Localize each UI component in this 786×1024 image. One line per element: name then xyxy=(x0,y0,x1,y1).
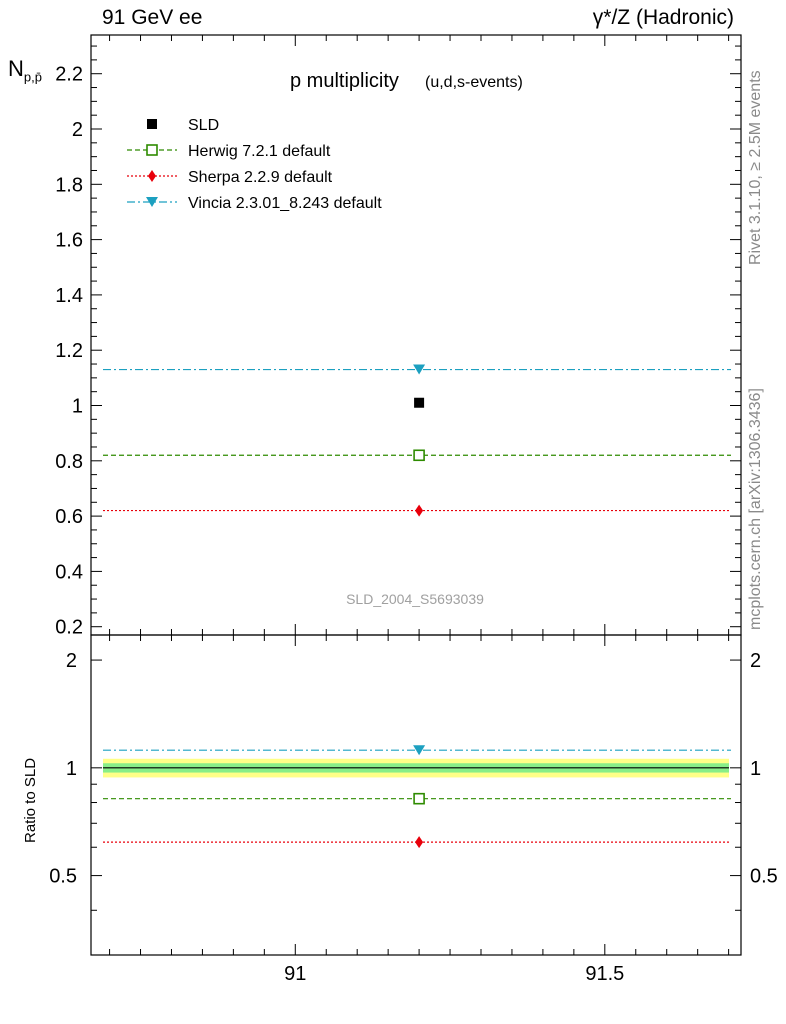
legend-label: Vincia 2.3.01_8.243 default xyxy=(188,195,382,212)
data-point xyxy=(413,449,425,462)
ratio-y-tick-label-left: 2 xyxy=(66,650,77,672)
y-tick-label: 2.2 xyxy=(55,64,83,86)
legend-marker xyxy=(148,170,156,182)
y-tick-label: 1.4 xyxy=(55,285,83,307)
ratio-plot-panel: 0.5 0.5 1 1 2 2 91 91.5 xyxy=(49,634,778,985)
y-axis-label-sub: p,p̄ xyxy=(23,69,42,85)
legend: SLD Herwig 7.2.1 default Sherpa 2.2.9 defa… xyxy=(127,117,382,212)
ratio-y-tick-label-right: 0.5 xyxy=(750,866,778,888)
ratio-y-tick-label-left: 0.5 xyxy=(49,866,77,888)
y-axis-label: Np,p̄ xyxy=(8,56,42,84)
data-point xyxy=(415,504,424,517)
y-axis-label-main: N xyxy=(8,56,24,81)
ratio-y-tick-label-right: 1 xyxy=(750,758,761,780)
legend-label: Sherpa 2.2.9 default xyxy=(188,169,333,186)
data-point xyxy=(414,397,425,408)
x-tick-label: 91 xyxy=(284,963,306,985)
legend-label: Herwig 7.2.1 default xyxy=(188,143,331,160)
header-left-label: 91 GeV ee xyxy=(102,6,203,29)
y-tick-label: 0.2 xyxy=(55,617,83,639)
y-tick-label: 0.4 xyxy=(55,561,83,583)
chart-subtitle: (u,d,s-events) xyxy=(425,74,523,91)
y-tick-label: 0.8 xyxy=(55,451,83,473)
analysis-watermark: SLD_2004_S5693039 xyxy=(346,591,484,607)
data-point xyxy=(413,364,426,375)
ratio-data-point xyxy=(415,836,424,849)
chart-title: p multiplicity xyxy=(290,70,399,92)
header-right-label: γ*/Z (Hadronic) xyxy=(592,6,734,29)
ratio-data-point xyxy=(413,745,426,756)
y-tick-label: 1.8 xyxy=(55,174,83,196)
ratio-y-tick-label-right: 2 xyxy=(750,650,761,672)
ratio-frame xyxy=(90,634,742,956)
legend-label: SLD xyxy=(188,117,219,134)
y-tick-label: 1.2 xyxy=(55,340,83,362)
ratio-data-point xyxy=(413,792,425,805)
x-tick-label: 91.5 xyxy=(585,963,624,985)
legend-marker xyxy=(146,144,158,156)
legend-marker xyxy=(147,119,157,129)
y-tick-label: 0.6 xyxy=(55,506,83,528)
main-plot-panel: 0.2 0.4 0.6 0.8 1 1.2 1.4 1.6 1.8 2 2.2 xyxy=(55,34,742,639)
y-tick-label: 2 xyxy=(72,119,83,141)
y-tick-label: 1.6 xyxy=(55,230,83,252)
ratio-y-tick-label-left: 1 xyxy=(66,758,77,780)
y-tick-label: 1 xyxy=(72,396,83,418)
legend-marker xyxy=(146,197,158,207)
